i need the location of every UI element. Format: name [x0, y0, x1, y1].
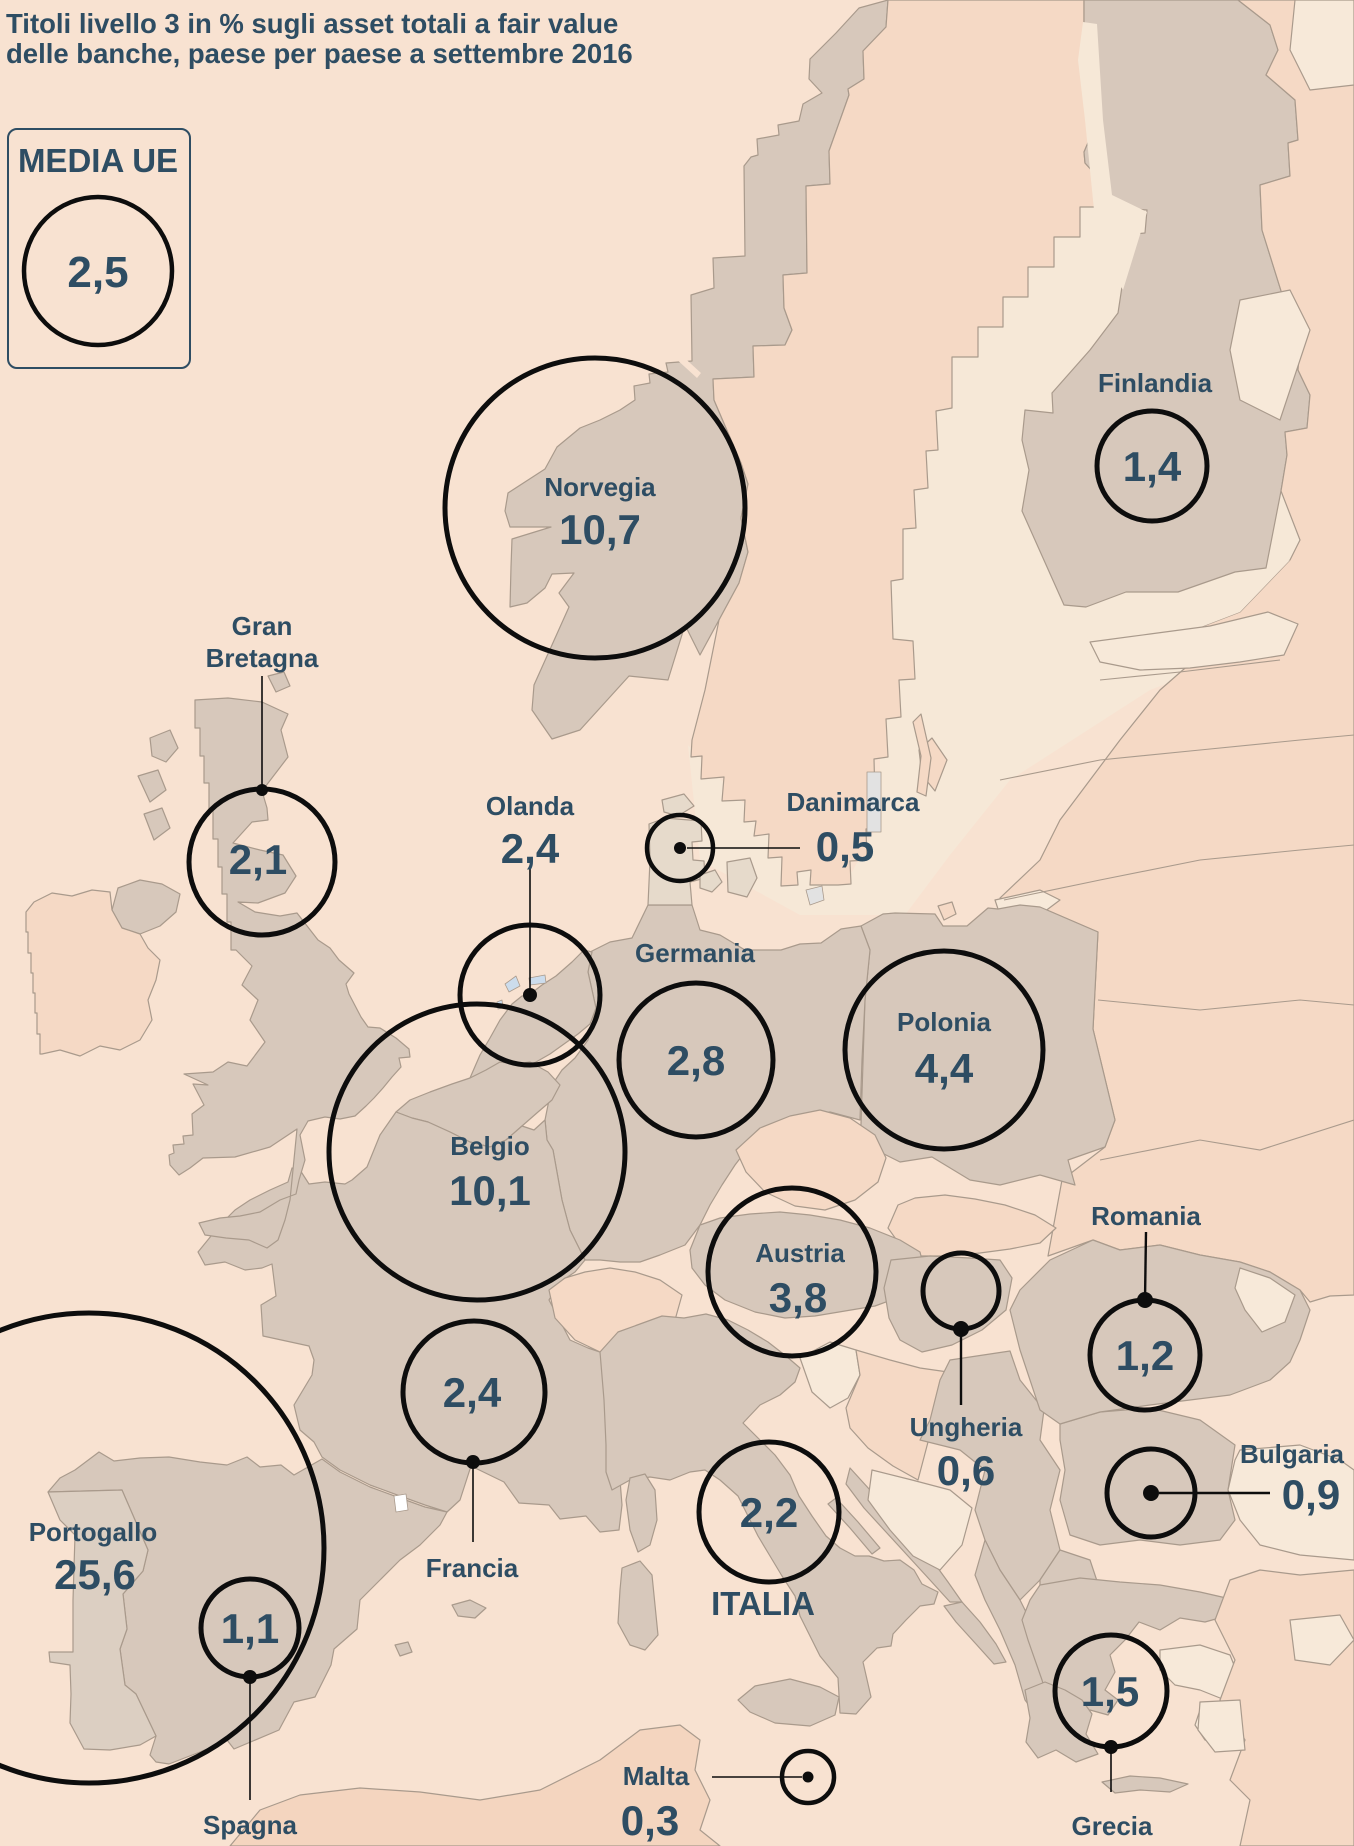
svg-text:Danimarca: Danimarca	[787, 787, 920, 817]
svg-text:Olanda: Olanda	[486, 791, 575, 821]
svg-text:10,1: 10,1	[449, 1167, 531, 1214]
svg-text:1,1: 1,1	[221, 1605, 279, 1652]
svg-text:ITALIA: ITALIA	[711, 1585, 815, 1622]
svg-text:3,8: 3,8	[769, 1274, 827, 1321]
svg-text:Bulgaria: Bulgaria	[1240, 1439, 1345, 1469]
svg-text:10,7: 10,7	[559, 506, 641, 553]
svg-text:2,4: 2,4	[501, 825, 560, 872]
svg-text:Ungheria: Ungheria	[910, 1412, 1023, 1442]
svg-text:2,5: 2,5	[67, 248, 128, 297]
svg-text:1,5: 1,5	[1081, 1668, 1139, 1715]
svg-text:delle banche, paese per paese: delle banche, paese per paese a settembr…	[6, 38, 633, 69]
svg-text:Gran: Gran	[232, 611, 293, 641]
svg-text:0,9: 0,9	[1282, 1471, 1340, 1518]
svg-text:MEDIA UE: MEDIA UE	[18, 142, 178, 179]
svg-text:Germania: Germania	[635, 938, 755, 968]
svg-text:Romania: Romania	[1091, 1201, 1201, 1231]
svg-text:Austria: Austria	[755, 1238, 845, 1268]
svg-text:2,4: 2,4	[443, 1369, 502, 1416]
svg-text:Portogallo: Portogallo	[29, 1517, 158, 1547]
svg-text:Bretagna: Bretagna	[206, 643, 319, 673]
svg-text:0,3: 0,3	[621, 1797, 679, 1844]
svg-text:Titoli livello 3 in % sugli as: Titoli livello 3 in % sugli asset totali…	[6, 8, 618, 39]
svg-text:0,6: 0,6	[937, 1447, 995, 1494]
svg-text:2,1: 2,1	[229, 836, 287, 883]
svg-text:0,5: 0,5	[816, 823, 874, 870]
svg-text:Francia: Francia	[426, 1553, 519, 1583]
svg-text:2,8: 2,8	[667, 1037, 725, 1084]
svg-text:Belgio: Belgio	[450, 1131, 529, 1161]
svg-text:Norvegia: Norvegia	[544, 472, 656, 502]
svg-text:1,2: 1,2	[1116, 1332, 1174, 1379]
svg-text:25,6: 25,6	[54, 1551, 136, 1598]
svg-text:Spagna: Spagna	[203, 1810, 297, 1840]
svg-text:Malta: Malta	[623, 1761, 690, 1791]
svg-text:Finlandia: Finlandia	[1098, 368, 1213, 398]
svg-text:2,2: 2,2	[740, 1489, 798, 1536]
svg-text:Grecia: Grecia	[1072, 1811, 1153, 1841]
svg-text:Polonia: Polonia	[897, 1007, 991, 1037]
svg-text:4,4: 4,4	[915, 1045, 974, 1092]
svg-text:1,4: 1,4	[1123, 443, 1182, 490]
